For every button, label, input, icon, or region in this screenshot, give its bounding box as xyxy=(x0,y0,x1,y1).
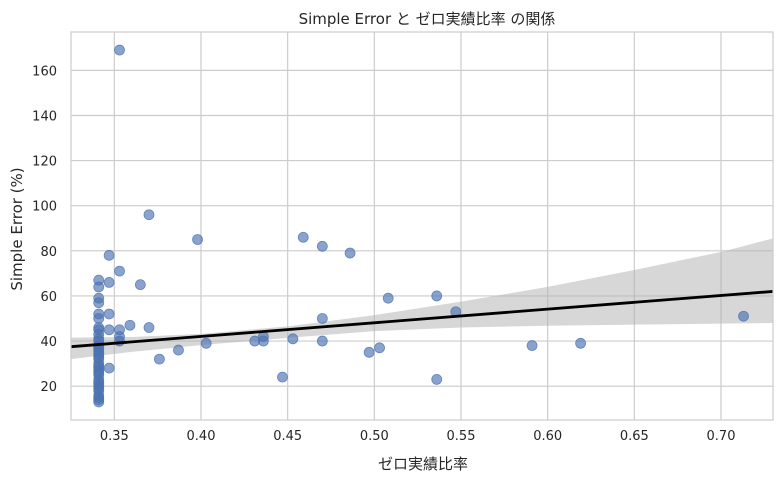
data-point xyxy=(431,290,443,302)
data-point xyxy=(382,292,394,304)
x-tick-label: 0.35 xyxy=(100,429,129,444)
points-layer xyxy=(93,44,749,408)
confidence-band xyxy=(71,238,773,360)
y-tick-label: 40 xyxy=(40,335,57,350)
x-tick-label: 0.55 xyxy=(447,429,476,444)
x-tick-label: 0.50 xyxy=(360,429,389,444)
x-tick-label: 0.40 xyxy=(187,429,216,444)
plot-frame xyxy=(70,31,774,421)
x-tick-label: 0.60 xyxy=(533,429,562,444)
grid xyxy=(71,32,773,420)
regression-line-layer xyxy=(70,290,774,349)
data-point xyxy=(114,335,125,347)
y-axis-label: Simple Error (%) xyxy=(8,167,26,290)
data-point xyxy=(114,44,125,56)
data-point xyxy=(192,234,203,245)
data-point xyxy=(153,353,165,365)
confidence-band-layer xyxy=(71,238,773,360)
data-point xyxy=(363,346,375,358)
data-point xyxy=(297,231,309,243)
data-point xyxy=(173,344,184,356)
x-tick-label: 0.70 xyxy=(707,429,736,444)
y-tick-label: 20 xyxy=(40,380,57,395)
data-point xyxy=(134,279,146,291)
data-point xyxy=(344,247,356,259)
data-point xyxy=(103,276,115,288)
data-point xyxy=(287,333,299,345)
data-point xyxy=(316,335,328,347)
data-point xyxy=(103,324,115,336)
data-point xyxy=(316,313,328,324)
data-point xyxy=(93,396,105,408)
data-point xyxy=(103,308,115,320)
data-point xyxy=(93,281,105,293)
x-tick-label: 0.65 xyxy=(620,429,649,444)
data-point xyxy=(103,249,115,261)
y-tick-label: 140 xyxy=(32,109,57,124)
y-tick-labels: 20 40 60 80 100 120 140 160 xyxy=(32,64,57,395)
data-point xyxy=(257,335,269,347)
regression-line xyxy=(70,290,774,349)
data-point xyxy=(143,209,155,221)
data-point xyxy=(103,362,115,374)
data-point xyxy=(526,340,538,351)
x-tick-labels: 0.35 0.40 0.45 0.50 0.55 0.60 0.65 0.70 xyxy=(100,429,736,444)
data-point xyxy=(575,337,586,349)
y-tick-label: 120 xyxy=(32,155,57,170)
data-point xyxy=(124,319,136,331)
y-tick-label: 160 xyxy=(32,64,57,79)
data-point xyxy=(431,373,443,385)
y-tick-label: 100 xyxy=(32,200,57,215)
data-point xyxy=(114,265,125,277)
x-axis-label: ゼロ実績比率 xyxy=(378,455,468,473)
x-tick-label: 0.45 xyxy=(273,429,302,444)
chart-title: Simple Error と ゼロ実績比率 の関係 xyxy=(299,10,556,28)
data-point xyxy=(200,337,212,349)
y-tick-label: 80 xyxy=(40,245,57,260)
data-point xyxy=(93,297,105,309)
data-point xyxy=(277,371,288,383)
data-point xyxy=(316,240,328,252)
data-point xyxy=(374,342,385,354)
data-point xyxy=(93,313,105,324)
data-point xyxy=(143,322,155,333)
y-tick-label: 60 xyxy=(40,290,57,305)
data-point xyxy=(738,310,749,322)
